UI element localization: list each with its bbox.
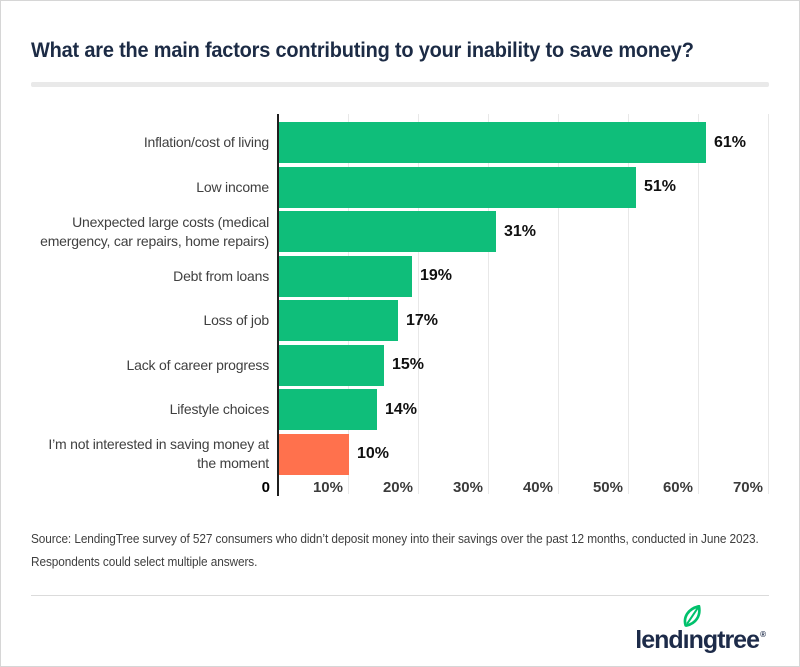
- value-label: 10%: [357, 445, 390, 462]
- title-divider: [31, 82, 769, 87]
- category-label: Inflation/cost of living: [143, 134, 269, 150]
- x-tick-40: 40%: [522, 479, 553, 496]
- bar: [279, 255, 412, 297]
- bar: [279, 211, 496, 252]
- category-label: Debt from loans: [173, 267, 269, 284]
- registered-mark: ®: [760, 630, 766, 639]
- x-tick-50: 50%: [592, 479, 623, 496]
- leaf-icon: [683, 605, 701, 627]
- source-line: Respondents could select multiple answer…: [31, 554, 258, 569]
- value-label: 61%: [714, 133, 747, 151]
- gridline-20: [418, 114, 419, 494]
- bar-chart: Inflation/cost of living Low income Unexpe…: [1, 114, 799, 498]
- category-label: I’m not interested in saving money at th…: [48, 436, 269, 471]
- category-label: Unexpected large costs (medical emergenc…: [40, 213, 269, 249]
- x-tick-20: 20%: [382, 479, 413, 496]
- category-label-column: Inflation/cost of living Low income Unexpe…: [31, 114, 269, 498]
- logo-wordmark: lendıngtree: [635, 626, 760, 654]
- x-tick-70: 70%: [732, 479, 763, 496]
- value-label: 15%: [392, 356, 425, 373]
- bar: [279, 389, 377, 430]
- source-line: Source: LendingTree survey of 527 consum…: [31, 531, 759, 546]
- bar: [279, 300, 398, 341]
- y-axis-line: [277, 114, 279, 496]
- bar: [279, 166, 636, 208]
- gridline-40: [558, 114, 559, 494]
- bar: [279, 344, 384, 386]
- plot-area: 0 10% 20% 30% 40% 50% 60% 70% 61% 51% 31% 19% 17% 15%…: [262, 114, 778, 498]
- bar: [279, 433, 349, 475]
- value-label: 14%: [385, 400, 418, 418]
- category-label: Loss of job: [203, 312, 269, 328]
- footer-divider: [31, 595, 769, 596]
- value-label: 51%: [644, 178, 677, 195]
- value-label: 19%: [420, 267, 453, 284]
- x-tick-30: 30%: [452, 479, 483, 496]
- gridline-50: [628, 114, 629, 494]
- bar: [279, 122, 706, 163]
- gridline-30: [488, 114, 489, 494]
- page-title: What are the main factors contributing t…: [31, 39, 694, 62]
- value-label: 17%: [406, 311, 439, 329]
- category-label: Lack of career progress: [126, 356, 270, 373]
- source-note: Source: LendingTree survey of 527 consum…: [31, 527, 791, 573]
- value-label: 31%: [504, 222, 537, 240]
- x-tick-0: 0: [261, 479, 270, 496]
- x-tick-10: 10%: [312, 479, 343, 496]
- gridline-70: [768, 114, 769, 494]
- category-label: Low income: [196, 178, 269, 195]
- category-label: Lifestyle choices: [169, 401, 270, 417]
- x-tick-60: 60%: [662, 479, 693, 496]
- gridline-60: [698, 114, 699, 494]
